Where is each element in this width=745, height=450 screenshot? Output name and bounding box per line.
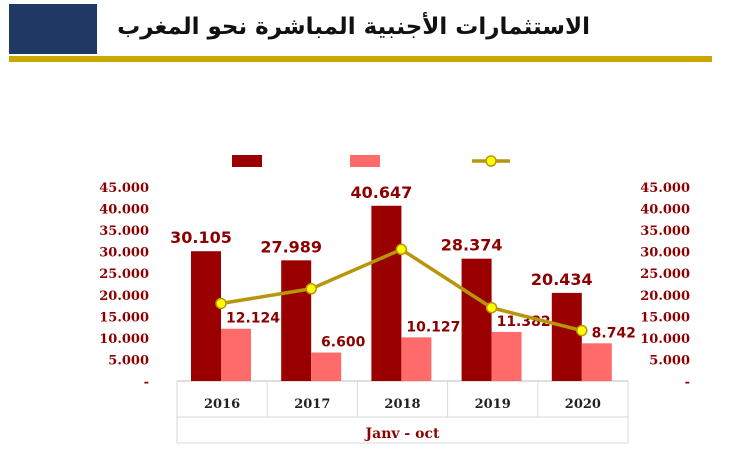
y-tick-right: 35.000 <box>640 224 690 239</box>
y-tick-right: 40.000 <box>640 203 690 218</box>
line-marker <box>485 301 498 314</box>
y-tick-left: 20.000 <box>99 289 149 304</box>
data-label-series-2: 12.124 <box>226 311 280 327</box>
category-label: 2018 <box>384 397 420 412</box>
data-label-series-1: 27.989 <box>260 237 322 256</box>
bar-series-2 <box>401 337 432 381</box>
y-tick-right: 15.000 <box>640 310 690 325</box>
legend-swatch-series-1 <box>232 155 262 167</box>
category-label: 2020 <box>565 397 601 412</box>
category-label: 2019 <box>475 397 511 412</box>
data-label-series-2: 8.742 <box>592 325 636 341</box>
line-marker <box>395 243 408 256</box>
bar-series-1 <box>461 258 492 381</box>
category-label: 2016 <box>204 397 240 412</box>
bar-series-2 <box>491 331 522 381</box>
page-title: الاستثمارات الأجنبية المباشرة نحو المغرب <box>117 14 590 40</box>
data-label-series-2: 6.600 <box>321 335 366 351</box>
line-marker <box>576 324 588 337</box>
y-tick-right: 20.000 <box>640 289 690 304</box>
data-label-series-1: 40.647 <box>351 183 413 202</box>
y-tick-left: 45.000 <box>99 181 149 196</box>
bar-series-2 <box>221 328 251 381</box>
line-marker <box>215 297 227 310</box>
bar-series-1 <box>551 292 582 381</box>
bar-series-2 <box>311 352 342 381</box>
bar-series-2 <box>581 343 612 381</box>
legend-marker-series-3 <box>485 155 497 167</box>
y-tick-right: - <box>685 375 690 390</box>
header-logo-block <box>9 4 97 54</box>
y-tick-right: 30.000 <box>640 246 690 261</box>
y-tick-left: 25.000 <box>99 267 149 282</box>
line-marker <box>305 283 317 295</box>
bar-series-1 <box>281 260 312 381</box>
data-label-series-2: 10.127 <box>406 319 460 335</box>
y-tick-right: 25.000 <box>640 267 690 282</box>
header-divider <box>9 56 712 62</box>
legend-swatch-series-2 <box>350 155 380 167</box>
y-tick-left: - <box>144 375 149 390</box>
y-tick-right: 5.000 <box>649 353 690 368</box>
category-label: 2017 <box>294 397 330 412</box>
y-tick-left: 35.000 <box>99 224 149 239</box>
y-tick-left: 40.000 <box>99 203 149 218</box>
data-label-series-1: 30.105 <box>170 228 232 247</box>
y-tick-left: 10.000 <box>99 332 149 347</box>
data-label-series-1: 28.374 <box>441 236 503 255</box>
bar-series-1 <box>191 251 221 381</box>
y-tick-right: 10.000 <box>640 332 690 347</box>
data-label-series-1: 20.434 <box>531 270 593 289</box>
y-tick-left: 15.000 <box>99 310 149 325</box>
y-tick-right: 45.000 <box>640 181 690 196</box>
y-tick-left: 30.000 <box>99 246 149 261</box>
y-tick-left: 5.000 <box>108 353 149 368</box>
bar-series-1 <box>371 205 402 381</box>
x-axis-caption: Janv - oct <box>364 426 440 442</box>
